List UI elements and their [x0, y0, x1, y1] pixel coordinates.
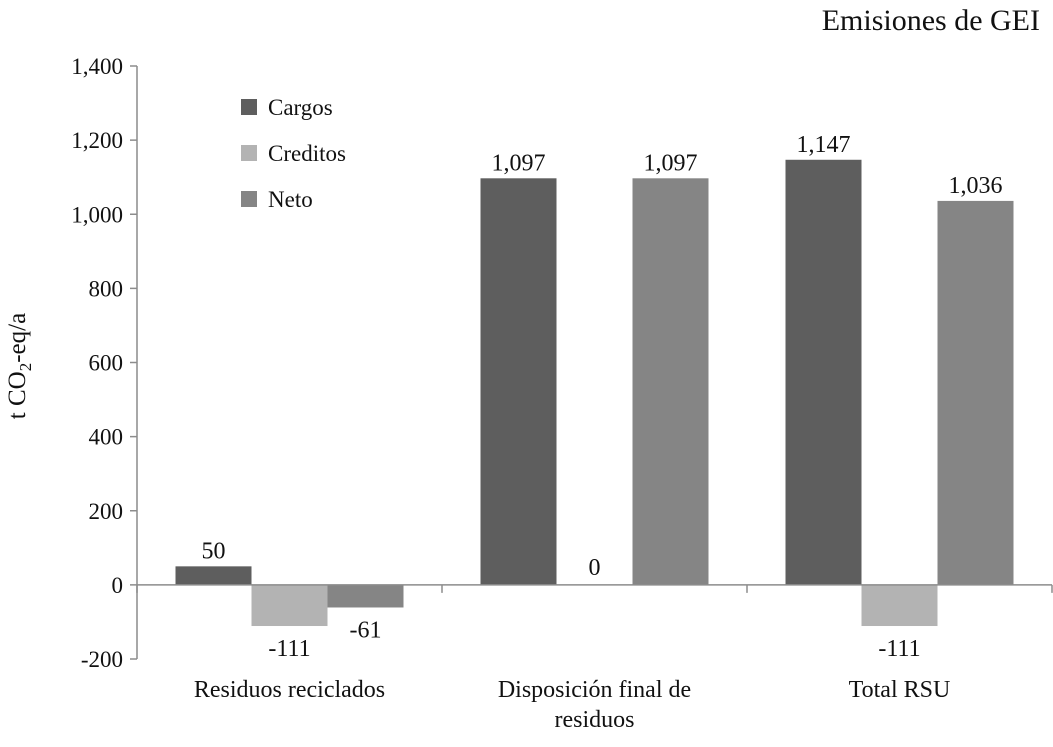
svg-text:t CO2-eq/a: t CO2-eq/a: [4, 313, 35, 419]
category-label-line: Total RSU: [849, 677, 951, 703]
category-label: Disposición final de residuos: [498, 677, 691, 733]
y-axis-label-subscript: 2: [16, 363, 35, 372]
data-label: 0: [589, 555, 601, 581]
legend-swatch-cargos: [241, 99, 257, 115]
data-label: -61: [350, 617, 382, 643]
bar-creditos: [861, 584, 938, 627]
bar-neto: [327, 584, 404, 608]
y-tick-label: 1,400: [71, 54, 123, 79]
y-tick-label: 200: [89, 499, 124, 524]
category-label: Total RSU: [849, 677, 951, 703]
legend-swatch-neto: [241, 191, 257, 207]
bar-cargos: [480, 178, 557, 585]
y-tick-label: 0: [112, 573, 124, 598]
data-label: -111: [878, 636, 920, 662]
legend: Cargos Creditos Neto: [241, 95, 346, 212]
data-labels: 50 1,097 1,147 -111 0 -111 -61 1,097 1,036: [202, 132, 1003, 662]
data-label: 1,036: [949, 173, 1003, 199]
data-label: 1,097: [492, 150, 546, 176]
axes: [136, 66, 1053, 659]
data-label: 1,147: [797, 132, 851, 158]
data-label: 1,097: [644, 150, 698, 176]
category-label: Residuos reciclados: [194, 677, 385, 703]
y-axis-ticks: -200 0 200 400 600 800 1,000 1,200 1,400: [71, 54, 137, 672]
category-labels: Residuos reciclados Disposición final de r…: [194, 677, 950, 733]
legend-label-creditos: Creditos: [268, 141, 346, 166]
legend-label-cargos: Cargos: [268, 95, 333, 120]
y-axis-label: t CO2-eq/a: [4, 313, 35, 419]
bar-cargos: [785, 159, 862, 585]
bar-cargos: [175, 566, 252, 585]
legend-swatch-creditos: [241, 145, 257, 161]
y-tick-label: 600: [89, 351, 124, 376]
data-label: -111: [268, 636, 310, 662]
category-label-line: Residuos reciclados: [194, 677, 385, 703]
bar-creditos: [251, 584, 328, 627]
y-axis-label-text: t CO: [4, 371, 31, 419]
legend-label-neto: Neto: [268, 187, 313, 212]
y-tick-label: -200: [81, 647, 123, 672]
y-axis-label-text-end: -eq/a: [4, 313, 31, 363]
bars: [175, 159, 1014, 627]
chart-title: Emisiones de GEI: [822, 4, 1040, 37]
category-label-line: Disposición final de: [498, 677, 691, 703]
category-label-line: residuos: [555, 707, 635, 733]
y-tick-label: 800: [89, 276, 124, 301]
data-label: 50: [202, 538, 226, 564]
bar-neto: [632, 178, 709, 585]
y-tick-label: 1,000: [71, 202, 123, 227]
y-tick-label: 1,200: [71, 128, 123, 153]
bar-neto: [937, 200, 1014, 585]
y-tick-label: 400: [89, 425, 124, 450]
